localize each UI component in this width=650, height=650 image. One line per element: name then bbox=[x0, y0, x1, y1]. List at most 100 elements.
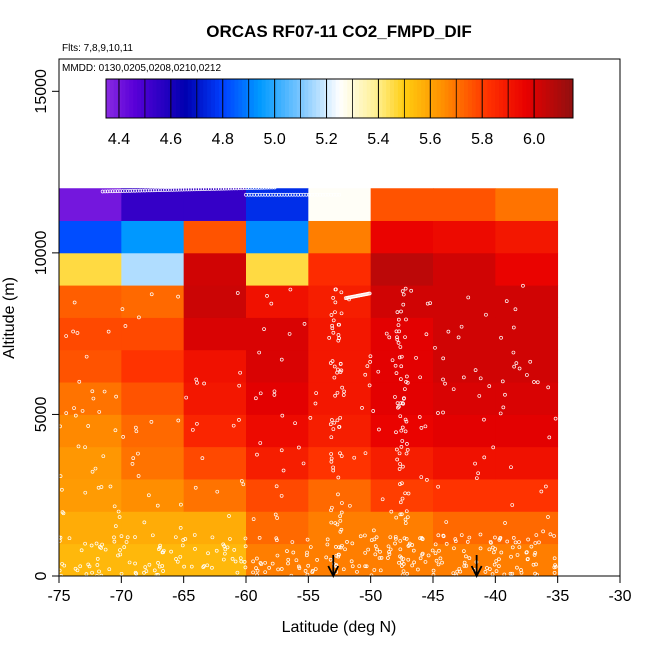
sample-point bbox=[409, 288, 414, 293]
sample-point bbox=[103, 189, 107, 194]
sample-point bbox=[101, 454, 106, 459]
sample-point bbox=[397, 467, 402, 471]
heatmap-cell bbox=[121, 188, 185, 221]
sample-point bbox=[386, 556, 390, 560]
heatmap-cell bbox=[495, 479, 559, 512]
heatmap-cell bbox=[495, 349, 559, 383]
sample-point bbox=[552, 556, 557, 561]
sample-point bbox=[263, 560, 268, 565]
colorbar-segment bbox=[483, 79, 488, 118]
colorbar-segment bbox=[218, 79, 224, 118]
sample-point bbox=[263, 570, 268, 575]
sample-point bbox=[183, 537, 188, 541]
sample-point bbox=[120, 189, 125, 193]
sample-point bbox=[235, 186, 240, 191]
sample-point bbox=[305, 537, 310, 542]
sample-point bbox=[453, 537, 458, 541]
heatmap-cell bbox=[308, 349, 372, 383]
sample-point bbox=[491, 445, 496, 450]
sample-point bbox=[363, 451, 368, 456]
sample-point bbox=[492, 562, 497, 567]
sample-point bbox=[410, 563, 415, 568]
sample-point bbox=[539, 489, 544, 494]
colorbar-segment bbox=[300, 79, 305, 118]
colorbar-tick-label: 5.2 bbox=[315, 131, 337, 148]
sample-point bbox=[553, 416, 558, 421]
sample-point bbox=[390, 358, 395, 363]
sample-point bbox=[99, 546, 103, 550]
sample-point bbox=[105, 189, 110, 194]
sample-point bbox=[170, 188, 175, 192]
sample-point bbox=[404, 451, 409, 456]
sample-point bbox=[112, 504, 117, 509]
sample-point bbox=[333, 310, 337, 315]
y-tick-label: 10000 bbox=[33, 231, 50, 276]
sample-point bbox=[526, 537, 530, 542]
x-tick-label: -65 bbox=[172, 588, 195, 605]
sample-point bbox=[140, 188, 145, 193]
heatmap-cell bbox=[308, 220, 372, 254]
sample-point bbox=[419, 426, 424, 430]
sample-point bbox=[552, 534, 556, 538]
sample-point bbox=[258, 391, 263, 396]
sample-point bbox=[492, 550, 496, 555]
sample-point bbox=[114, 394, 118, 399]
sample-point bbox=[533, 551, 538, 555]
sample-point bbox=[331, 318, 336, 323]
sample-point bbox=[175, 559, 180, 564]
sample-point bbox=[403, 286, 408, 291]
sample-point bbox=[133, 561, 137, 566]
sample-point bbox=[552, 565, 557, 570]
sample-point bbox=[335, 370, 339, 375]
sample-point bbox=[195, 421, 199, 426]
sample-point bbox=[118, 189, 122, 193]
sample-point bbox=[434, 558, 439, 563]
colorbar-segment bbox=[242, 79, 247, 118]
sample-point bbox=[142, 520, 147, 525]
x-tick-label: -45 bbox=[421, 588, 444, 605]
colorbar-segment bbox=[409, 79, 414, 118]
sample-point bbox=[90, 570, 94, 575]
sample-point bbox=[360, 406, 364, 410]
sample-point bbox=[338, 361, 343, 366]
sample-point bbox=[73, 413, 78, 418]
sample-point bbox=[255, 452, 259, 457]
sample-point bbox=[393, 536, 398, 541]
sample-point bbox=[400, 496, 405, 501]
sample-point bbox=[223, 547, 228, 552]
sample-point bbox=[125, 535, 130, 540]
sample-point bbox=[402, 396, 406, 401]
sample-point bbox=[192, 533, 197, 537]
sample-point bbox=[462, 560, 467, 565]
colorbar-segment bbox=[374, 79, 379, 118]
colorbar-segment bbox=[304, 79, 309, 118]
sample-point bbox=[168, 188, 172, 192]
sample-point bbox=[76, 444, 81, 449]
sample-point bbox=[420, 552, 424, 557]
sample-point bbox=[401, 401, 406, 406]
sample-point bbox=[67, 536, 72, 541]
colorbar-tick-label: 5.4 bbox=[367, 131, 389, 148]
sample-point bbox=[124, 540, 129, 544]
sample-point bbox=[279, 567, 284, 571]
sample-point bbox=[64, 334, 68, 338]
sample-point bbox=[100, 189, 105, 194]
sample-point bbox=[153, 188, 157, 193]
sample-point bbox=[494, 559, 499, 563]
colorbar-segment bbox=[569, 79, 574, 118]
sample-point bbox=[430, 548, 435, 553]
sample-point bbox=[552, 570, 557, 575]
sample-point bbox=[511, 350, 516, 355]
sample-point bbox=[533, 541, 538, 545]
colorbar-segment bbox=[121, 79, 126, 118]
sample-point bbox=[165, 188, 170, 192]
sample-point bbox=[394, 515, 399, 520]
sample-point bbox=[329, 313, 334, 317]
colorbar-segment bbox=[257, 79, 263, 118]
sample-point bbox=[150, 533, 155, 538]
colorbar-segment bbox=[440, 79, 446, 118]
sample-point bbox=[238, 370, 242, 375]
y-axis-label: Altitude (m) bbox=[1, 277, 18, 359]
sample-point bbox=[158, 543, 162, 548]
sample-point bbox=[106, 329, 111, 334]
